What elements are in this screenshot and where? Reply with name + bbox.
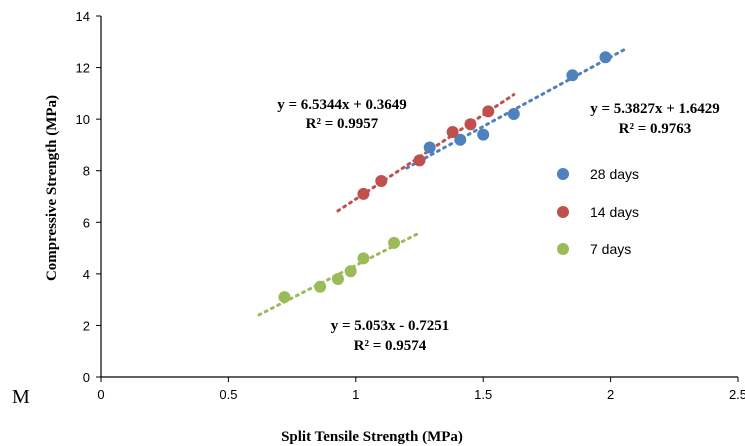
- point-28-days: [566, 69, 579, 82]
- point-7-days: [388, 236, 401, 249]
- y-axis-title: Compressive Strength (MPa): [44, 95, 60, 281]
- x-tick-label: 0.5: [219, 387, 237, 402]
- x-tick-label: 2: [607, 387, 614, 402]
- y-tick-label: 10: [76, 112, 90, 127]
- point-7-days: [357, 252, 370, 265]
- stray-letter: M: [12, 386, 30, 408]
- legend-marker-7-days: [557, 243, 569, 255]
- x-tick-label: 2.5: [729, 387, 745, 402]
- point-14-days: [375, 175, 388, 188]
- legend-marker-14-days: [557, 206, 569, 218]
- y-tick-label: 12: [76, 61, 90, 76]
- x-tick-label: 1.5: [474, 387, 492, 402]
- y-tick-label: 4: [83, 267, 90, 282]
- legend-label-7-days: 7 days: [590, 241, 631, 257]
- y-tick-label: 0: [83, 370, 90, 385]
- point-28-days: [477, 128, 490, 141]
- legend-label-28-days: 28 days: [590, 166, 639, 182]
- point-28-days: [423, 141, 436, 154]
- r2-14-days: R² = 0.9957: [306, 116, 379, 132]
- x-axis-title: Split Tensile Strength (MPa): [281, 429, 463, 445]
- y-tick-label: 2: [83, 318, 90, 333]
- point-7-days: [344, 265, 357, 278]
- r2-28-days: R² = 0.9763: [619, 121, 692, 137]
- point-7-days: [314, 280, 327, 293]
- tick-labels: 0 0.5 1 1.5 2 2.5 0 2 4 6 8 10 12 14: [76, 9, 745, 402]
- trendline-28-days: [405, 47, 628, 170]
- point-14-days: [357, 187, 370, 200]
- point-14-days: [413, 154, 426, 167]
- equation-7-days: y = 5.053x - 0.7251: [331, 318, 450, 334]
- point-28-days: [599, 51, 612, 64]
- axes: [96, 15, 739, 382]
- point-7-days: [278, 291, 291, 304]
- point-28-days: [454, 133, 467, 146]
- data-points: [278, 51, 612, 304]
- x-tick-label: 0: [97, 387, 104, 402]
- point-14-days: [482, 105, 495, 118]
- equation-28-days: y = 5.3827x + 1.6429: [590, 101, 720, 117]
- y-tick-label: 14: [76, 9, 90, 24]
- legend-label-14-days: 14 days: [590, 204, 639, 220]
- r2-7-days: R² = 0.9574: [354, 338, 427, 354]
- point-28-days: [507, 107, 520, 120]
- legend-marker-28-days: [557, 168, 569, 180]
- trendlines: [257, 47, 628, 317]
- x-tick-label: 1: [352, 387, 359, 402]
- equation-14-days: y = 6.5344x + 0.3649: [277, 97, 407, 113]
- point-7-days: [331, 273, 344, 286]
- point-14-days: [464, 118, 477, 131]
- y-tick-label: 8: [83, 164, 90, 179]
- point-14-days: [446, 126, 459, 139]
- y-tick-label: 6: [83, 215, 90, 230]
- legend: 28 days 14 days 7 days: [557, 166, 639, 257]
